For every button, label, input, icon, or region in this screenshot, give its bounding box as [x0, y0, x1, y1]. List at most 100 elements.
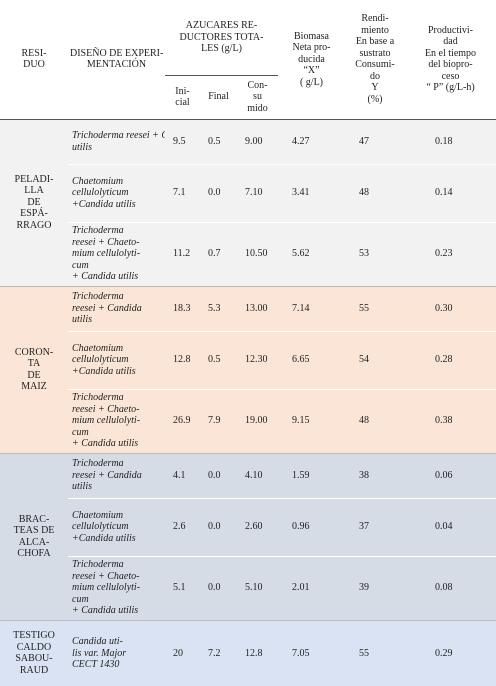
value-cell: 0.29 — [405, 619, 496, 686]
table-row: CORON- TA DE MAIZ Trichoderma reesei + Candid… — [0, 285, 496, 453]
text-line: “ P” (g/L-h) — [426, 82, 475, 94]
header-azucares: AZUCARES RE- DUCTORES TOTA- LES (g/L) — [165, 0, 278, 76]
residuo-cell: PELADI- LLA DE ESPÁ- RRAGO — [0, 118, 68, 286]
value-cell: 20 — [165, 619, 200, 686]
value-cell: 4.27 — [278, 118, 345, 164]
value-cell: 7.05 — [278, 619, 345, 686]
value-cell: 7.2 — [200, 619, 237, 686]
value-cell: 0.0 — [200, 163, 237, 222]
text-line: Rendi- — [361, 13, 389, 25]
value-cell: 53 — [345, 221, 405, 286]
text-line: BRAC- — [18, 513, 50, 525]
text-line: reesei + Chaeto- — [72, 403, 140, 415]
text-line: utilis — [72, 314, 93, 326]
text-line: mium cellulolyti- — [72, 415, 141, 427]
text-line: Con- — [247, 79, 268, 91]
text-line: reesei + Chaeto- — [72, 236, 140, 248]
value-cell: 7.1 — [165, 163, 200, 222]
value-cell: 19.00 — [237, 388, 278, 453]
value-cell: 39 — [345, 555, 405, 620]
value-cell: 2.01 — [278, 555, 345, 620]
text-line: LES (g/L) — [201, 43, 242, 54]
diseno-cell: Trichoderma reesei + Candida utilis — [68, 452, 165, 498]
text-line: DE — [27, 369, 41, 381]
text-line: En el tiempo — [424, 47, 477, 59]
text-line: ALCA- — [18, 536, 50, 548]
text-line: dad — [443, 36, 458, 48]
value-cell: 7.9 — [200, 388, 237, 453]
header-consumido: Con-su mido — [237, 75, 278, 120]
text-line: ( g/L) — [299, 76, 324, 88]
value-cell: 9.5 — [165, 118, 200, 164]
text-line: +Candida utilis — [72, 365, 136, 377]
text-line: +Candida utilis — [72, 198, 136, 210]
table-body: PELADI- LLA DE ESPÁ- RRAGO Trichoderma reesei… — [0, 118, 496, 686]
value-cell: 0.0 — [200, 452, 237, 498]
value-cell: 0.18 — [405, 118, 496, 164]
value-cell: 55 — [345, 619, 405, 686]
value-cell: 7.10 — [237, 163, 278, 222]
table-row: Trichoderma reesei + Chaeto-mium cellulol… — [0, 555, 496, 620]
text-line: En base a — [355, 36, 395, 48]
text-line: Trichoderma reesei + Candida — [72, 130, 165, 141]
value-cell: 18.3 — [165, 285, 200, 331]
diseno-cell: Trichoderma reesei + Candida utilis — [68, 285, 165, 331]
value-cell: 7.14 — [278, 285, 345, 331]
value-cell: 5.62 — [278, 221, 345, 286]
value-cell: 12.8 — [237, 619, 278, 686]
text-line: AZUCARES RE- — [185, 20, 258, 31]
header-diseno: DISEÑO DE EXPERI- MENTACIÓN — [68, 0, 165, 120]
text-line: ceso — [441, 70, 460, 82]
header-inicial: Ini-cial — [165, 75, 200, 120]
text-line: cum — [72, 426, 89, 438]
value-cell: 0.7 — [200, 221, 237, 286]
diseno-cell: Candida uti-lis var. Major CECT 1430 — [68, 619, 165, 686]
value-cell: 13.00 — [237, 285, 278, 331]
text-line: Final — [208, 91, 229, 103]
value-cell: 6.65 — [278, 330, 345, 389]
value-cell: 0.0 — [200, 497, 237, 556]
text-line: PELADI- — [14, 173, 54, 185]
value-cell: 5.3 — [200, 285, 237, 331]
text-line: RAUD — [19, 664, 49, 676]
text-line: Biomasa — [294, 30, 329, 42]
text-line: TEAS DE — [13, 525, 55, 536]
text-line: Chaetomium — [72, 175, 124, 187]
value-cell: 0.5 — [200, 330, 237, 389]
value-cell: 1.59 — [278, 452, 345, 498]
text-line: Ini- — [175, 85, 190, 97]
text-line: Neta pro- — [292, 42, 331, 53]
text-line: su — [253, 91, 262, 103]
header-biomasa: Biomasa Neta pro-ducida “X”( g/L) — [278, 0, 345, 120]
text-line: utilis — [72, 141, 93, 153]
table-row: PELADI- LLA DE ESPÁ- RRAGO Trichoderma reesei… — [0, 118, 496, 286]
text-line: do — [370, 70, 380, 82]
value-cell: 48 — [345, 388, 405, 453]
value-cell: 0.14 — [405, 163, 496, 222]
text-line: reesei + Chaeto- — [72, 570, 140, 582]
value-cell: 37 — [345, 497, 405, 556]
value-cell: 55 — [345, 285, 405, 331]
text-line: mido — [247, 102, 268, 114]
header-productividad: Productivi-dad En el tiempo del biopro-ces… — [405, 0, 496, 120]
text-line: DISEÑO DE EXPERI- — [70, 47, 164, 59]
value-cell: 47 — [345, 118, 405, 164]
text-line: Chaetomium — [72, 509, 124, 521]
value-cell: 48 — [345, 163, 405, 222]
value-cell: 5.10 — [237, 555, 278, 620]
text-line: cellulolyticum — [72, 187, 129, 199]
value-cell: 0.0 — [200, 555, 237, 620]
value-cell: 12.30 — [237, 330, 278, 389]
text-line: Trichoderma — [72, 392, 124, 404]
text-line: TESTIGO — [13, 630, 55, 642]
value-cell: 0.23 — [405, 221, 496, 286]
text-line: ducida — [298, 53, 325, 65]
text-line: Productivi- — [428, 24, 473, 36]
value-cell: 0.30 — [405, 285, 496, 331]
text-line: cellulolyticum — [72, 521, 129, 533]
text-line: CECT 1430 — [72, 659, 120, 670]
diseno-cell: Trichoderma reesei + Chaeto-mium cellulol… — [68, 555, 165, 620]
diseno-cell: Chaetomium cellulolyticum +Candida utilis — [68, 330, 165, 389]
